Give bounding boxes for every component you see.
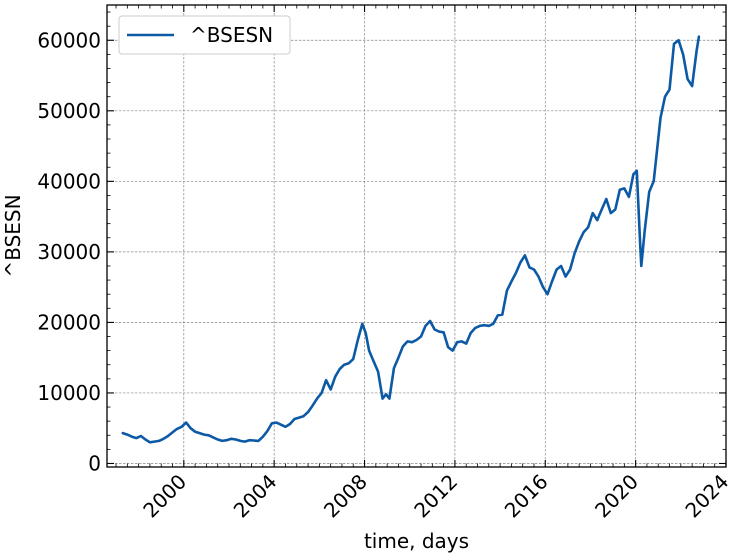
plot-frame — [106, 4, 727, 468]
y-axis-label: ^BSESN — [1, 194, 25, 277]
series-layer — [121, 35, 701, 444]
y-tick-label: 30000 — [37, 240, 101, 264]
legend-label: ^BSESN — [190, 23, 273, 47]
grid — [107, 5, 726, 467]
y-tick-label: 0 — [88, 451, 101, 475]
y-tick-label: 40000 — [37, 169, 101, 193]
ticks — [107, 5, 727, 467]
x-axis-label: time, days — [364, 529, 469, 553]
y-tick-label: 50000 — [37, 99, 101, 123]
y-tick-label: 10000 — [37, 381, 101, 405]
y-tick-labels: 0 10000 20000 30000 40000 50000 60000 — [37, 28, 101, 475]
y-tick-label: 20000 — [37, 310, 101, 334]
y-tick-label: 60000 — [37, 28, 101, 52]
legend: ^BSESN — [118, 15, 291, 55]
legend-box — [118, 15, 291, 55]
series-line — [121, 35, 701, 444]
